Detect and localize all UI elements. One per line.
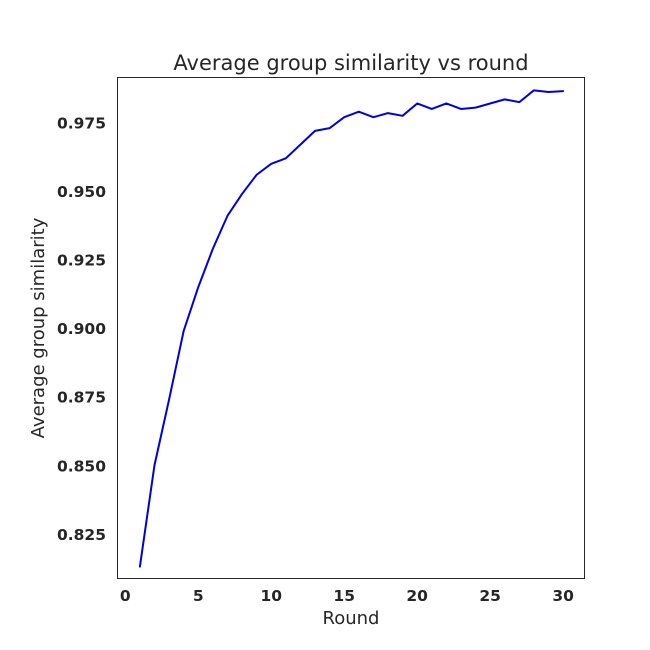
x-tick-label: 10 (260, 587, 282, 605)
x-axis-label: Round (323, 608, 380, 629)
x-tick-label: 0 (120, 587, 131, 605)
chart-title: Average group similarity vs round (173, 51, 528, 75)
y-axis-ticks: 0.825 0.850 0.875 0.900 0.925 0.950 0.975 (57, 115, 106, 544)
plot-area-frame (117, 77, 585, 579)
y-tick-label: 0.825 (57, 526, 106, 544)
series-line (138, 89, 565, 568)
y-tick-label: 0.925 (57, 252, 106, 270)
x-tick-label: 20 (406, 587, 428, 605)
y-axis-label: Average group similarity (28, 217, 49, 438)
y-tick-label: 0.850 (57, 457, 106, 475)
x-tick-label: 5 (193, 587, 204, 605)
x-tick-label: 15 (333, 587, 355, 605)
y-tick-label: 0.950 (57, 183, 106, 201)
series-layer (138, 89, 565, 568)
x-axis-ticks: 0 5 10 15 20 25 30 (120, 587, 574, 605)
y-tick-label: 0.875 (57, 389, 106, 407)
y-tick-label: 0.900 (57, 320, 106, 338)
x-tick-label: 25 (479, 587, 501, 605)
y-tick-label: 0.975 (57, 115, 106, 133)
x-tick-label: 30 (552, 587, 574, 605)
